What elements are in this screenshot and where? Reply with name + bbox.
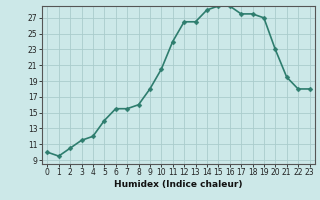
X-axis label: Humidex (Indice chaleur): Humidex (Indice chaleur) bbox=[114, 180, 243, 189]
